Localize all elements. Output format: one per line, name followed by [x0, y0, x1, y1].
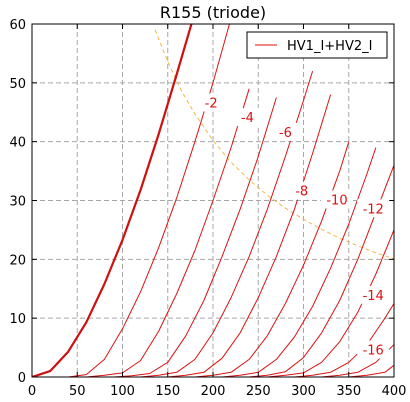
curve-annotation: -14 — [363, 289, 384, 304]
curve-annotation: -6 — [279, 126, 292, 141]
curve-annotation: -10 — [326, 194, 347, 209]
curve-annotations: -2 -4 -6 -8 -10 -12 -14 -16 — [199, 93, 390, 359]
x-tick-label: 50 — [69, 384, 86, 399]
curve-annotation: -8 — [295, 185, 308, 200]
series-line-2 — [86, 88, 250, 377]
x-tick-label: 150 — [155, 384, 180, 399]
series-line-5 — [167, 94, 332, 377]
series-line-9 — [267, 229, 394, 377]
x-tick-label: 300 — [291, 384, 316, 399]
curve-annotation: -2 — [205, 96, 218, 111]
annotation-bg — [357, 340, 390, 359]
y-tick-label: 30 — [9, 195, 26, 210]
annotation-bg — [235, 108, 260, 127]
annotation-bg — [273, 122, 298, 141]
annotation-bg — [320, 190, 353, 209]
y-tick-label: 0 — [18, 371, 26, 386]
annotation-bg — [199, 93, 224, 112]
series-line-7 — [222, 147, 377, 377]
y-tick-label: 60 — [9, 18, 26, 33]
x-tick-label: 100 — [110, 384, 135, 399]
curve-annotation: -16 — [363, 344, 384, 359]
annotation-bg — [357, 199, 390, 218]
chart-title: R155 (triode) — [160, 3, 266, 22]
axis-ticks: 0 50 100 150 200 250 300 350 400 0 10 20 30 40 50 60 — [9, 18, 406, 399]
legend: HV1_I+HV2_I — [246, 31, 388, 59]
series-line-1 — [68, 24, 230, 377]
annotation-bg — [289, 181, 314, 200]
series-line-12 — [348, 364, 394, 377]
y-tick-label: 20 — [9, 253, 26, 268]
series-line-0 — [32, 24, 193, 377]
x-tick-label: 350 — [336, 384, 361, 399]
series-line-10 — [294, 303, 394, 377]
annotation-bg — [357, 285, 390, 304]
curve-annotation: -12 — [363, 202, 384, 217]
legend-entry-label: HV1_I+HV2_I — [287, 39, 372, 54]
dissipation-curve — [154, 29, 394, 260]
x-tick-label: 200 — [201, 384, 226, 399]
series-line-3 — [113, 97, 277, 377]
y-tick-label: 10 — [9, 312, 26, 327]
series-line-8 — [249, 165, 394, 377]
series-line-4 — [140, 70, 314, 377]
curve-annotation: -4 — [241, 111, 254, 126]
y-tick-label: 50 — [9, 77, 26, 92]
dissipation-curve-group — [154, 29, 394, 260]
x-tick-label: 400 — [382, 384, 407, 399]
x-tick-label: 0 — [28, 384, 36, 399]
x-tick-label: 250 — [246, 384, 271, 399]
y-tick-label: 40 — [9, 136, 26, 151]
